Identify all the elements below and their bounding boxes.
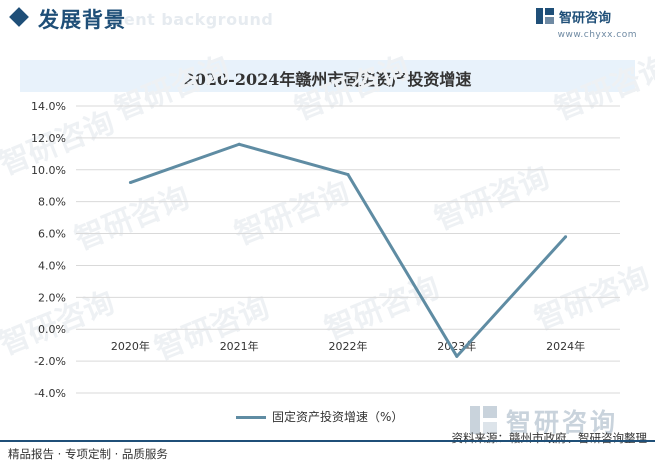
brand-watermark-text: 智研咨询 [506, 408, 619, 437]
header-watermark: nent background [112, 10, 274, 29]
section-title: 发展背景 [38, 8, 126, 32]
brand-logo-icon [536, 8, 554, 24]
chart-title: 2020-2024年赣州市固定资产投资增速 [183, 70, 472, 89]
y-tick-label: 14.0% [31, 100, 66, 113]
y-tick-label: 8.0% [38, 196, 66, 209]
brand-watermark-logo-icon [470, 406, 497, 434]
footer-tagline: 精品报告 · 专项定制 · 品质服务 [8, 447, 168, 461]
y-tick-label: 2.0% [38, 291, 66, 304]
data-point [564, 235, 568, 239]
y-tick-label: 12.0% [31, 132, 66, 145]
page-header: nent background 发展背景 智研咨询 www.chyxx.com [0, 0, 655, 40]
x-tick-label: 2022年 [329, 339, 368, 353]
x-tick-label: 2021年 [220, 339, 259, 353]
legend-swatch [236, 416, 266, 419]
data-point [237, 142, 241, 146]
data-point [128, 181, 132, 185]
y-tick-label: 4.0% [38, 259, 66, 272]
brand[interactable]: 智研咨询 [535, 6, 635, 26]
legend-label: 固定资产投资增速（%） [272, 410, 404, 424]
y-tick-label: -4.0% [34, 387, 66, 400]
y-tick-label: 10.0% [31, 164, 66, 177]
data-point [455, 354, 459, 358]
series-line [129, 142, 567, 358]
source-note: 资料来源：赣州市政府、智研咨询整理 [451, 431, 648, 445]
x-tick-label: 2020年 [111, 339, 150, 353]
y-tick-label: -2.0% [34, 355, 66, 368]
data-point [346, 173, 350, 177]
brand-name: 智研咨询 [559, 11, 612, 26]
x-tick-label: 2024年 [546, 339, 585, 353]
chart-title-band: 2020-2024年赣州市固定资产投资增速 [20, 60, 635, 92]
brand-url[interactable]: www.chyxx.com [557, 30, 637, 40]
y-tick-label: 6.0% [38, 228, 66, 241]
y-tick-label: 0.0% [38, 323, 66, 336]
footer-divider [0, 440, 655, 442]
